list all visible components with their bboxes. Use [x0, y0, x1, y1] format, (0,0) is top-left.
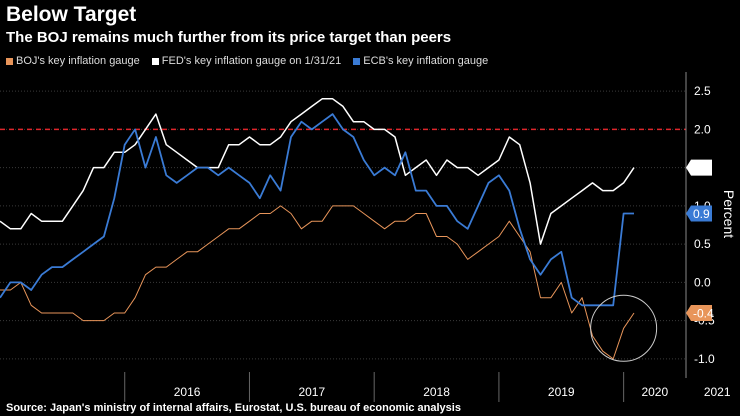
legend-item-ecb: ECB's key inflation gauge — [353, 55, 488, 67]
source-note: Source: Japan's ministry of internal aff… — [6, 402, 461, 414]
x-tick-label: 2018 — [423, 385, 450, 399]
end-label-boj: -0.4 — [686, 304, 714, 321]
end-label-bg-ecb — [686, 205, 712, 222]
chart-subtitle: The BOJ remains much further from its pr… — [6, 29, 452, 46]
x-tick-label: 2016 — [174, 385, 201, 399]
legend-item-fed: FED's key inflation gauge on 1/31/21 — [151, 55, 342, 67]
x-tick-label: 2020 — [641, 385, 668, 399]
legend-label-boj: BOJ's key inflation gauge — [16, 55, 140, 67]
y-tick-label: 0.5 — [694, 237, 711, 251]
legend-swatch-fed — [151, 57, 159, 65]
y-tick-label: -1.0 — [694, 352, 715, 366]
end-label-bg-boj — [686, 304, 712, 321]
annotation-circle — [590, 294, 658, 362]
legend: BOJ's key inflation gauge FED's key infl… — [6, 55, 488, 67]
x-tick-label: 2021 — [704, 385, 731, 399]
x-tick-label: 2017 — [298, 385, 325, 399]
y-tick-label: 0.0 — [694, 275, 711, 289]
x-axis: 2016 2017 2018 2019 2020 2021 — [124, 372, 731, 402]
end-label-bg-fed — [686, 159, 712, 176]
series-layer — [0, 98, 635, 360]
end-label-text-fed: 1.5 — [693, 161, 710, 175]
end-label-text-boj: -0.4 — [693, 306, 714, 320]
legend-swatch-ecb — [353, 57, 361, 65]
chart-title: Below Target — [6, 3, 137, 26]
series-line-boj — [0, 205, 635, 360]
legend-swatch-boj — [6, 57, 13, 65]
end-label-text-ecb: 0.9 — [693, 207, 710, 221]
y-axis: 2.52.01.51.00.50.0-0.5-1.0-0.41.50.9 — [685, 72, 715, 378]
y-tick-label: 2.0 — [694, 122, 711, 136]
legend-item-boj: BOJ's key inflation gauge — [6, 55, 140, 67]
series-line-ecb — [0, 113, 634, 307]
end-label-ecb: 0.9 — [686, 205, 712, 222]
legend-label-fed: FED's key inflation gauge on 1/31/21 — [161, 55, 342, 67]
series-line-fed — [0, 98, 635, 245]
annotation-layer — [590, 294, 658, 362]
y-tick-label: 2.5 — [694, 84, 711, 98]
legend-label-ecb: ECB's key inflation gauge — [363, 55, 489, 67]
x-tick-label: 2019 — [548, 385, 575, 399]
y-axis-label: Percent — [721, 190, 737, 238]
grid-layer — [0, 90, 686, 360]
end-label-fed: 1.5 — [686, 159, 712, 176]
